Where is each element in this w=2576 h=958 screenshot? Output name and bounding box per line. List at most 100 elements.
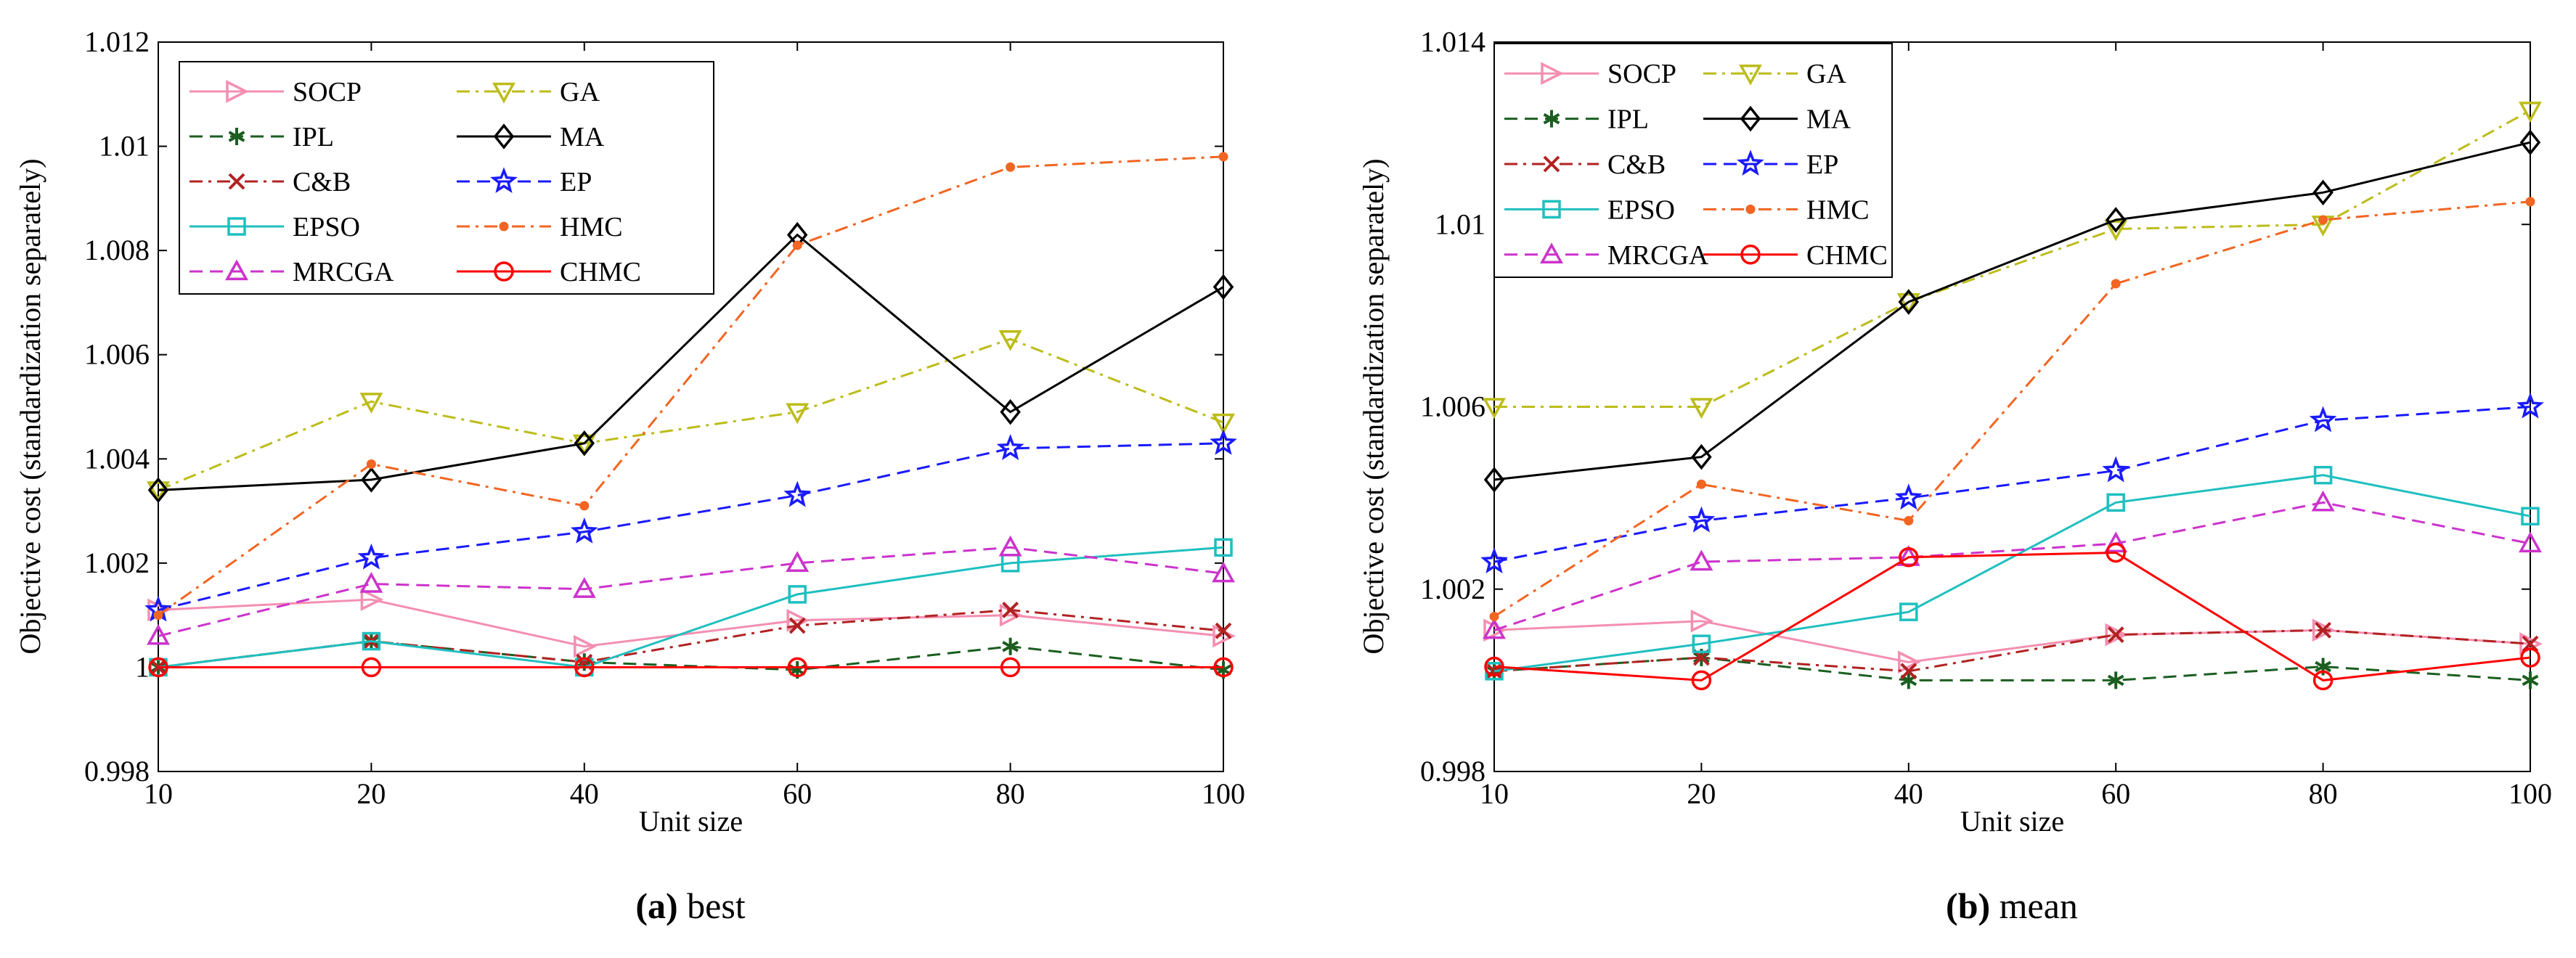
data-point-ma: [2312, 179, 2334, 206]
y-axis-ticks: 0.998 1 1.002 1.004 1.006 1.008 1.01 1.012: [84, 25, 1223, 787]
legend-item-ep: EP: [1703, 150, 1838, 180]
data-point-socp: [1690, 609, 1714, 633]
data-point-chmc: [148, 657, 168, 678]
x-axis-ticks: 10 20 40 60 80 100: [1480, 42, 2552, 810]
data-point-ep: [1687, 506, 1716, 533]
data-point-socp: [1483, 618, 1507, 642]
legend-marker: [493, 123, 515, 150]
data-point-c-b: [1900, 663, 1917, 680]
x-tick-label: 80: [2309, 777, 2338, 810]
legend-label: EPSO: [1607, 195, 1675, 225]
data-point-hmc: [1696, 479, 1706, 489]
chart-panel-b: 10 20 40 60 80 100 0.998 1.002 1.006 1.01 1.014 Uni…: [1357, 25, 2552, 926]
data-point-ga: [2519, 102, 2542, 123]
data-point-chmc: [1000, 657, 1021, 678]
data-point-mrcga: [786, 551, 810, 573]
caption-letter: (a): [635, 885, 677, 926]
data-point-socp: [2312, 618, 2336, 642]
series-ep: [1480, 392, 2544, 574]
data-point-ep: [357, 543, 386, 570]
legend-item-mrcga: MRCGA: [1504, 240, 1709, 271]
data-point-epso: [1899, 602, 1918, 621]
legend-label: C&B: [1607, 150, 1666, 180]
data-point-chmc: [361, 657, 382, 678]
x-axis-label: Unit size: [1960, 805, 2064, 838]
data-point-epso: [1692, 634, 1711, 653]
data-point-epso: [2313, 465, 2333, 485]
data-point-ga: [359, 393, 383, 414]
data-point-ma: [2519, 129, 2541, 155]
data-point-ma: [574, 430, 595, 457]
legend-label: SOCP: [293, 77, 362, 107]
y-tick-label: 1.002: [1420, 573, 1485, 605]
legend-label: HMC: [560, 212, 623, 242]
data-point-ma: [1000, 398, 1021, 425]
legend-marker: [1739, 65, 1762, 86]
x-tick-label: 10: [144, 777, 173, 810]
y-tick-label: 1.004: [84, 442, 150, 475]
legend-label: MRCGA: [293, 257, 394, 287]
data-point-mrcga: [1690, 549, 1713, 571]
y-tick-label: 1.01: [99, 130, 150, 163]
data-point-c-b: [1215, 622, 1232, 639]
data-point-mrcga: [1212, 561, 1235, 583]
data-point-hmc: [2318, 215, 2328, 225]
data-point-ep: [570, 517, 598, 544]
legend-label: CHMC: [1806, 240, 1888, 271]
y-tick-label: 1.01: [1435, 208, 1485, 240]
y-axis-label: Objective cost (standardization separate…: [1357, 158, 1390, 654]
legend-label: EPSO: [293, 212, 360, 242]
series-epso: [1485, 465, 2540, 681]
legend-marker: [1745, 204, 1756, 214]
series-mrcga: [147, 535, 1235, 645]
series-line-chmc: [1493, 551, 2531, 681]
data-point-ga: [786, 403, 810, 425]
series-chmc: [148, 657, 1234, 678]
data-point-chmc: [1899, 547, 1919, 568]
series-line-ga: [1494, 109, 2531, 408]
series-line-hmc: [1493, 200, 2531, 618]
series-line-c-b: [158, 608, 1224, 668]
x-axis-ticks: 10 20 40 60 80 100: [144, 42, 1245, 810]
series-line-hmc: [158, 155, 1224, 616]
legend-marker: [494, 261, 514, 282]
data-point-mrcga: [359, 571, 383, 593]
legend-marker: [1543, 110, 1560, 128]
series-ma: [1483, 129, 2541, 493]
data-point-ep: [1480, 547, 1508, 574]
panel-caption: (b) mean: [1946, 885, 2078, 926]
x-axis-label: Unit size: [639, 805, 743, 838]
legend: SOCP IPL C&B EPSO MRCGA GA MA EP HMC CHMC: [179, 61, 714, 295]
series-line-ga: [158, 337, 1224, 491]
y-tick-label: 1.006: [84, 338, 150, 371]
data-point-epso: [1214, 538, 1233, 557]
legend-item-chmc: CHMC: [457, 257, 641, 287]
legend-label: MA: [560, 122, 605, 152]
legend-item-ipl: IPL: [189, 122, 334, 152]
data-point-hmc: [153, 610, 163, 621]
series-line-c-b: [1493, 629, 2531, 673]
legend-item-c-b: C&B: [189, 167, 351, 197]
legend-item-ma: MA: [1703, 105, 1851, 135]
series-line-mrcga: [158, 546, 1224, 637]
series-hmc: [1489, 197, 2535, 621]
data-point-socp: [2105, 623, 2129, 647]
legend-label: C&B: [293, 167, 351, 197]
series-line-ma: [1493, 141, 2531, 481]
legend-item-ipl: IPL: [1504, 105, 1649, 135]
data-point-ma: [1691, 443, 1712, 470]
caption-word: best: [678, 885, 746, 926]
legend-marker: [1541, 62, 1564, 86]
legend-label: MRCGA: [1607, 240, 1709, 271]
legend-item-ep: EP: [457, 167, 592, 197]
legend-label: IPL: [1607, 105, 1649, 135]
data-point-ga: [998, 330, 1022, 351]
data-point-epso: [2106, 493, 2125, 512]
data-point-ga: [147, 481, 170, 502]
legend-label: EP: [560, 167, 592, 197]
y-tick-label: 1.014: [1420, 25, 1485, 58]
data-point-socp: [1898, 650, 1921, 674]
legend-label: EP: [1806, 150, 1838, 180]
data-point-ma: [147, 477, 169, 504]
data-point-hmc: [579, 501, 590, 511]
